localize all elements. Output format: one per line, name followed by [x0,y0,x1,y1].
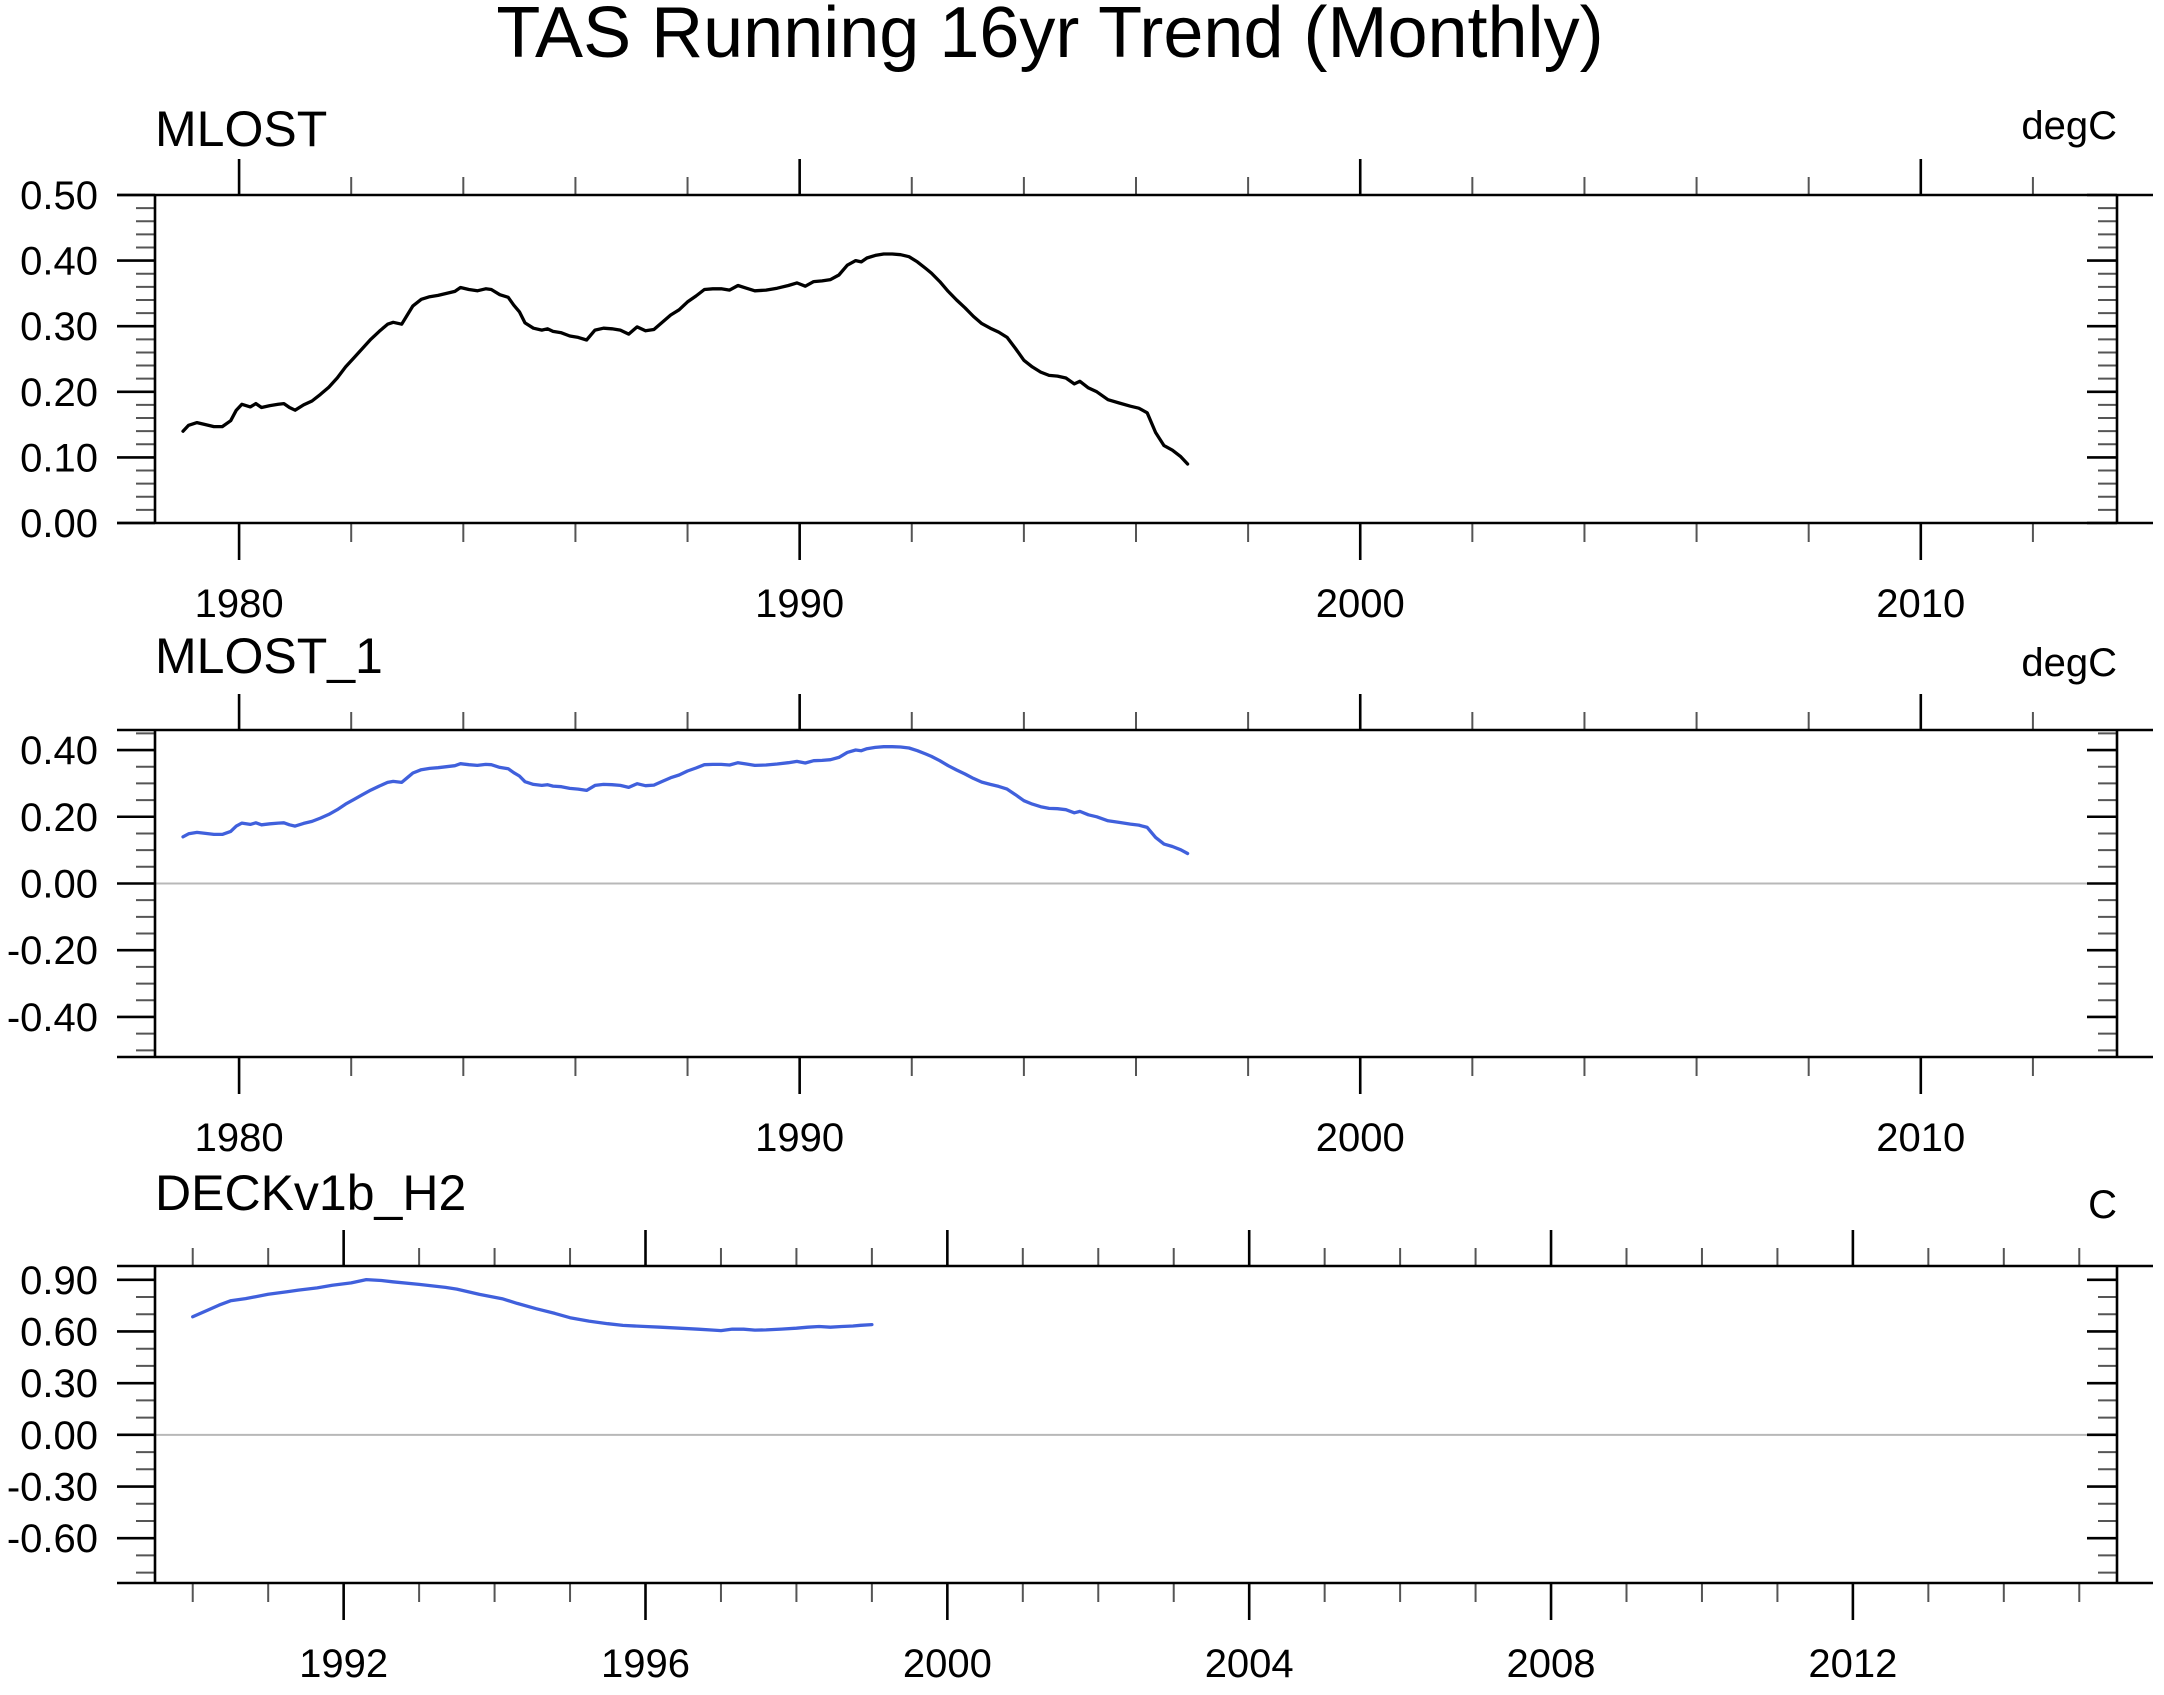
y-tick-label: 0.50 [20,174,98,218]
y-tick-label: 0.10 [20,436,98,480]
x-tick-label: 2010 [1876,1116,1965,1160]
y-tick-label: 0.00 [20,502,98,546]
panel-title-mlost: MLOST [155,101,328,157]
x-tick-label: 2004 [1205,1642,1294,1686]
main-title: TAS Running 16yr Trend (Monthly) [496,0,1604,73]
y-tick-label: 0.90 [20,1259,98,1303]
x-tick-label: 2008 [1507,1642,1596,1686]
chart-line-mlost_1 [181,745,1190,856]
x-tick-label: 2000 [903,1642,992,1686]
chart-line-deckv1b_h2 [191,1277,874,1333]
chart-line-mlost [181,252,1190,466]
y-tick-label: 0.00 [20,862,98,906]
y-tick-label: -0.30 [7,1466,98,1510]
y-tick-label: 0.30 [20,305,98,349]
x-tick-label: 1992 [299,1642,388,1686]
y-tick-label: 0.60 [20,1310,98,1354]
y-tick-label: 0.20 [20,796,98,840]
y-tick-label: -0.20 [7,929,98,973]
panel-title-mlost-1: MLOST_1 [155,628,383,684]
x-tick-label: 1980 [195,582,284,626]
x-tick-label: 2000 [1316,1116,1405,1160]
y-tick-label: 0.40 [20,240,98,284]
y-tick-label: -0.60 [7,1517,98,1561]
unit-label-deckv1b-h2: C [2088,1183,2117,1227]
unit-label-mlost-1: degC [2021,641,2117,685]
x-tick-label: 1990 [755,1116,844,1160]
y-tick-label: -0.40 [7,996,98,1040]
x-tick-label: 1996 [601,1642,690,1686]
x-tick-label: 2000 [1316,582,1405,626]
y-tick-label: 0.30 [20,1362,98,1406]
x-tick-label: 2012 [1808,1642,1897,1686]
panel-title-deckv1b-h2: DECKv1b_H2 [155,1165,467,1221]
x-tick-label: 1980 [195,1116,284,1160]
y-tick-label: 0.40 [20,729,98,773]
x-tick-label: 1990 [755,582,844,626]
y-tick-label: 0.20 [20,371,98,415]
y-tick-label: 0.00 [20,1414,98,1458]
unit-label-mlost: degC [2021,104,2117,148]
x-tick-label: 2010 [1876,582,1965,626]
